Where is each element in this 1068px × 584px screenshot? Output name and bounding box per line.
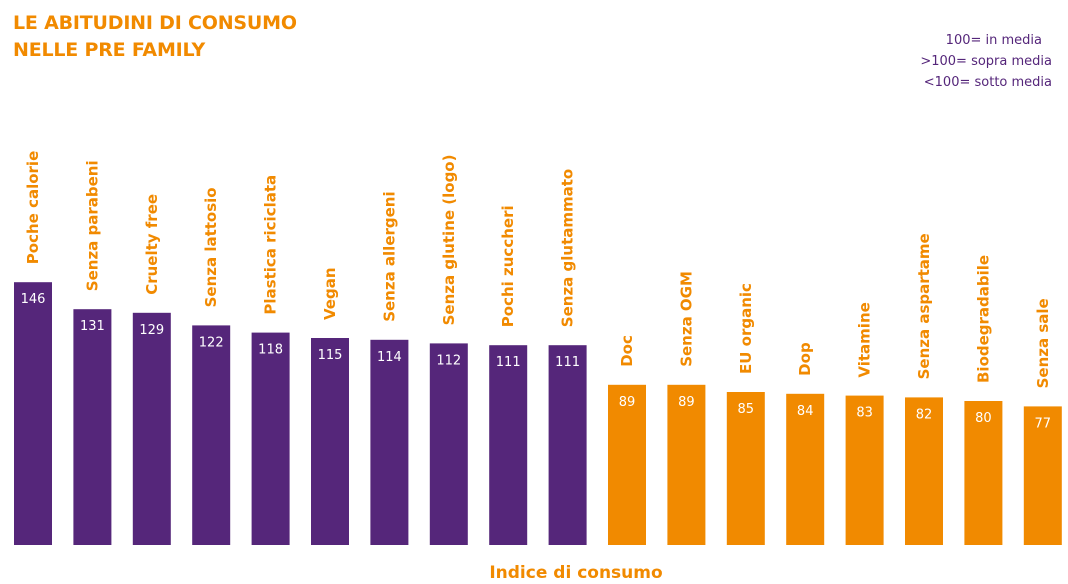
bar [73,309,112,545]
category-label: Senza aspartame [915,233,933,379]
legend-item-above: >100= sopra media [920,54,1052,69]
chart-title-line-1: LE ABITUDINI DI CONSUMO [13,12,297,34]
bar-value-label: 89 [678,395,695,410]
category-label: Plastica riciclata [262,175,280,315]
category-label: Senza glutammato [559,169,577,327]
bar [429,343,468,545]
bar-value-label: 146 [21,292,46,307]
bar-value-label: 84 [797,404,814,419]
category-label: Senza glutine (logo) [440,155,458,326]
bar-value-label: 129 [139,323,164,338]
category-label: Vegan [321,268,339,321]
legend-item-below: <100= sotto media [923,75,1052,90]
category-label: Senza OGM [677,271,695,367]
bar-value-label: 115 [318,348,343,363]
bar [1023,406,1062,545]
category-label: Senza parabeni [83,160,101,291]
legend: 100= in media >100= sopra media <100= so… [920,30,1052,93]
bar [489,345,528,545]
legend-item-average: 100= in media [945,33,1042,48]
bar [726,392,765,545]
bar-value-label: 111 [496,355,521,370]
bar [964,401,1003,545]
bar [786,393,825,545]
category-label: Poche calorie [24,151,42,264]
bar [311,338,349,545]
bar [667,384,706,545]
bar [14,282,52,545]
bar-value-label: 82 [916,407,933,422]
category-label: Vitamine [856,302,874,377]
category-label: Pochi zuccheri [499,205,517,327]
bar [370,339,409,545]
bar [251,332,290,545]
bar [845,395,884,545]
bar-value-label: 89 [619,395,636,410]
category-label: Cruelty free [143,194,161,295]
chart-title-line-2: NELLE PRE FAMILY [13,39,206,61]
bar-value-label: 83 [856,406,873,421]
bar [132,312,171,545]
category-label: Senza allergeni [380,191,398,321]
x-axis-label: Indice di consumo [489,563,662,583]
category-label: Doc [618,335,636,367]
bar-value-label: 111 [555,355,580,370]
bar-value-label: 77 [1035,416,1052,431]
bar-value-label: 85 [738,402,755,417]
bar-value-label: 114 [377,350,402,365]
bar-value-label: 131 [80,319,105,334]
bar-value-label: 112 [436,353,461,368]
category-label: Senza sale [1034,298,1052,388]
bar [608,384,646,545]
category-label: Senza lattosio [202,187,220,307]
category-label: EU organic [737,283,755,374]
bar-value-label: 118 [258,343,283,358]
category-label: Biodegradabile [974,255,992,383]
bar [905,397,943,545]
bar [192,325,231,545]
bar-value-label: 80 [975,411,992,426]
bars-group: 146 Poche calorie 131 Senza parabeni 129 Crue… [14,151,1062,545]
category-label: Dop [796,342,814,376]
bar [548,345,587,545]
bar-value-label: 122 [199,335,224,350]
chart-title: LE ABITUDINI DI CONSUMO NELLE PRE FAMILY [13,10,297,64]
